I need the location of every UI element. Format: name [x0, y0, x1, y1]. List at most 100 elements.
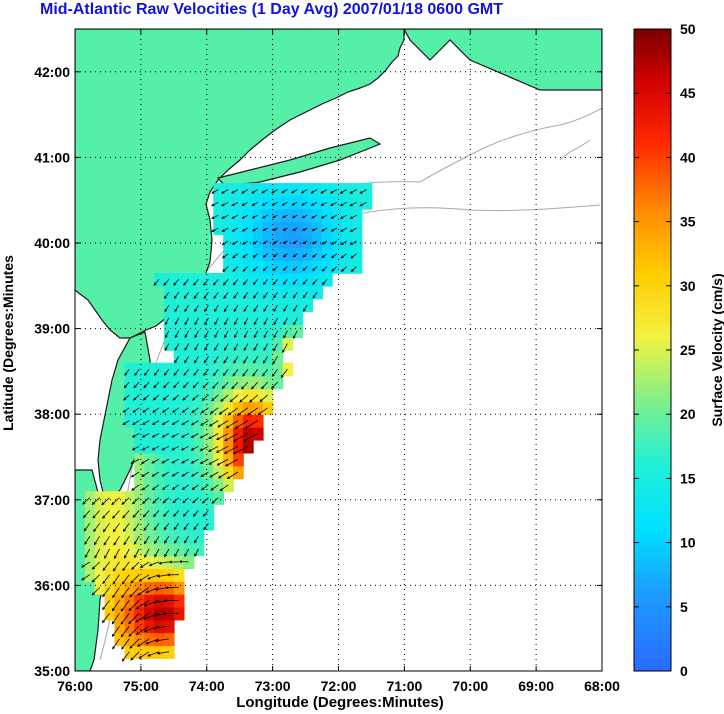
arrow-head [208, 423, 213, 427]
arrow-head [113, 542, 117, 546]
arrow-head [312, 295, 316, 299]
velocity-arrow [137, 638, 150, 647]
arrow-head [173, 513, 177, 517]
velocity-arrow [82, 497, 91, 505]
arrow-head [128, 607, 132, 612]
velocity-arrow [271, 381, 278, 389]
velocity-cell [233, 401, 244, 415]
velocity-arrow [251, 381, 259, 390]
y-axis-ticks: 42:00 41:00 40:00 39:00 38:00 37:00 36:00 35:00 [34, 64, 602, 679]
velocity-arrow [216, 445, 229, 453]
velocity-arrow [165, 330, 170, 338]
velocity-cell [114, 542, 126, 557]
arrow-head [139, 565, 144, 568]
velocity-cell [183, 324, 195, 338]
velocity-cell [233, 375, 244, 390]
arrow-head [193, 295, 197, 300]
velocity-arrow [321, 227, 328, 232]
arrow-head [144, 554, 147, 558]
arrow-head [261, 215, 266, 219]
velocity-arrow [84, 548, 91, 558]
velocity-arrow [228, 407, 239, 416]
arrow-head [164, 347, 168, 351]
velocity-arrow [302, 279, 308, 285]
velocity-arrow [232, 266, 239, 272]
velocity-cell [282, 337, 294, 351]
velocity-cell [163, 439, 175, 454]
velocity-cell [183, 401, 195, 415]
arrow-head [161, 487, 166, 490]
arrow-head [231, 203, 235, 206]
velocity-arrow [214, 343, 219, 351]
arrow-head [350, 242, 354, 246]
arrow-head [203, 372, 207, 377]
arrow-head [232, 268, 236, 272]
arrow-head [152, 513, 157, 518]
velocity-arrow [252, 253, 259, 258]
velocity-arrow [102, 574, 110, 584]
arrow-head [234, 321, 237, 326]
x-axis-ticks: 76:00 75:00 74:00 73:00 72:00 71:00 70:00 69:00… [57, 29, 620, 694]
velocity-cell [124, 414, 136, 428]
velocity-cell [144, 542, 155, 557]
velocity-arrow [112, 638, 120, 649]
velocity-cell [173, 542, 185, 557]
velocity-arrow [224, 445, 239, 454]
velocity-arrow [142, 484, 150, 491]
velocity-cell [243, 311, 254, 326]
velocity-cell [134, 555, 145, 569]
velocity-arrow [283, 330, 288, 339]
velocity-arrow [235, 420, 249, 429]
velocity-arrow [293, 291, 298, 299]
velocity-cell [272, 362, 284, 377]
x-tick-label: 71:00 [386, 678, 422, 694]
velocity-arrow [162, 407, 170, 413]
arrow-head [194, 308, 198, 313]
velocity-cell [104, 594, 116, 608]
velocity-arrow [103, 523, 110, 532]
velocity-arrow [94, 548, 101, 558]
arrow-head [102, 580, 106, 585]
velocity-cell [84, 555, 96, 569]
velocity-cell [312, 234, 323, 248]
velocity-cell [213, 195, 224, 210]
arrow-head [291, 202, 295, 206]
velocity-cell [134, 465, 145, 480]
velocity-arrow [234, 330, 239, 338]
velocity-cell [312, 285, 323, 300]
velocity-cell [233, 195, 244, 210]
velocity-cell [163, 285, 175, 300]
velocity-arrow [239, 394, 249, 403]
arrow-head [242, 241, 246, 245]
velocity-arrow [242, 369, 249, 377]
velocity-cell [272, 375, 284, 390]
velocity-arrow [273, 266, 278, 271]
colorbar-tick-label: 40 [680, 149, 696, 165]
velocity-cell [213, 324, 224, 338]
velocity-arrow [162, 394, 170, 401]
velocity-arrow [162, 445, 170, 451]
velocity-arrow [164, 291, 170, 299]
arrow-head [253, 360, 257, 364]
velocity-arrow [173, 279, 180, 286]
velocity-arrow [253, 291, 259, 299]
velocity-arrow [133, 523, 140, 531]
arrow-head [350, 268, 354, 273]
arrow-head [81, 564, 85, 568]
velocity-arrow [103, 535, 110, 546]
velocity-arrow [331, 227, 338, 232]
velocity-arrow [174, 304, 180, 312]
arrow-head [132, 397, 137, 401]
velocity-arrow [322, 266, 328, 272]
velocity-cell [124, 401, 136, 415]
velocity-cell [193, 478, 205, 492]
velocity-cell [134, 594, 145, 608]
arrow-head [174, 321, 178, 326]
velocity-arrow [223, 291, 229, 299]
velocity-arrow [233, 304, 239, 312]
velocity-cell [183, 427, 195, 441]
velocity-arrow [181, 445, 189, 451]
arrow-head [192, 385, 196, 389]
velocity-arrow [220, 394, 229, 402]
velocity-arrow [164, 304, 170, 312]
